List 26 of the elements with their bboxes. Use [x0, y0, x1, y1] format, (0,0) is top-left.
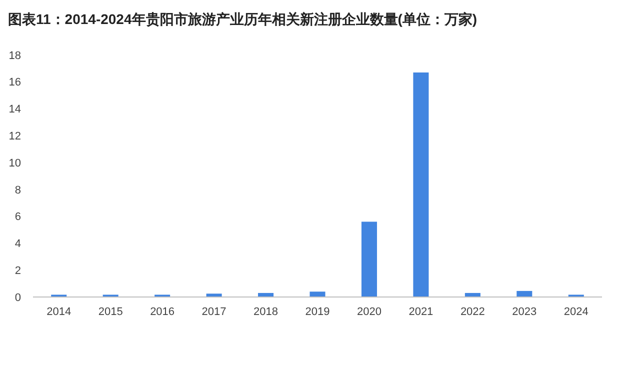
y-tick-label: 16 — [8, 76, 21, 89]
bar — [413, 72, 429, 297]
x-tick-label: 2016 — [150, 306, 175, 318]
y-tick-label: 14 — [8, 104, 21, 116]
x-tick-label: 2014 — [46, 306, 72, 318]
bar — [310, 292, 326, 297]
x-tick-label: 2022 — [460, 306, 485, 318]
y-tick-label: 10 — [8, 157, 21, 170]
x-tick-label: 2017 — [202, 306, 226, 318]
x-tick-label: 2019 — [305, 306, 330, 318]
x-tick-label: 2018 — [254, 306, 278, 318]
x-tick-label: 2015 — [98, 306, 123, 318]
x-tick-label: 2023 — [512, 306, 537, 318]
bar — [516, 290, 532, 297]
y-tick-label: 18 — [8, 50, 21, 62]
x-tick-label: 2024 — [564, 306, 588, 318]
chart-title: 图表11：2014-2024年贵阳市旅游产业历年相关新注册企业数量(单位：万家) — [8, 11, 478, 27]
y-tick-label: 8 — [14, 184, 21, 196]
y-tick-label: 4 — [14, 238, 21, 250]
bar — [361, 222, 377, 297]
x-tick-label: 2020 — [356, 306, 382, 318]
y-tick-label: 12 — [8, 130, 21, 143]
y-tick-label: 0 — [14, 292, 21, 304]
y-tick-label: 6 — [14, 211, 21, 224]
y-tick-label: 2 — [14, 264, 21, 277]
x-tick-label: 2021 — [408, 306, 434, 318]
